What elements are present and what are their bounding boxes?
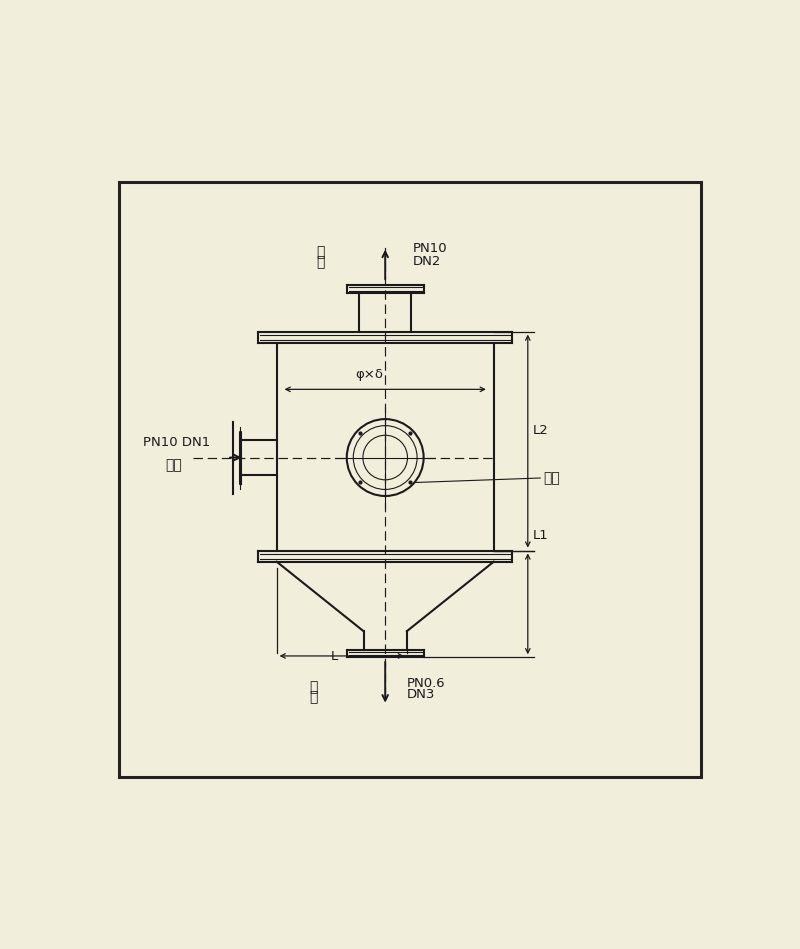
Text: PN10 DN1: PN10 DN1 — [143, 436, 210, 449]
Text: L: L — [330, 650, 338, 662]
Text: PN10: PN10 — [413, 242, 448, 255]
Text: 水: 水 — [316, 255, 324, 270]
Text: PN0.6: PN0.6 — [407, 678, 446, 690]
Text: DN2: DN2 — [413, 254, 442, 268]
Text: L2: L2 — [533, 424, 549, 437]
Text: 脂: 脂 — [310, 691, 318, 704]
Text: φ×δ: φ×δ — [356, 368, 384, 381]
Text: 出: 出 — [316, 245, 324, 259]
Text: L1: L1 — [533, 529, 549, 542]
Text: 视镜: 视镜 — [543, 471, 560, 485]
Text: 进水: 进水 — [165, 458, 182, 472]
Text: 排: 排 — [310, 679, 318, 694]
Text: DN3: DN3 — [407, 688, 435, 701]
